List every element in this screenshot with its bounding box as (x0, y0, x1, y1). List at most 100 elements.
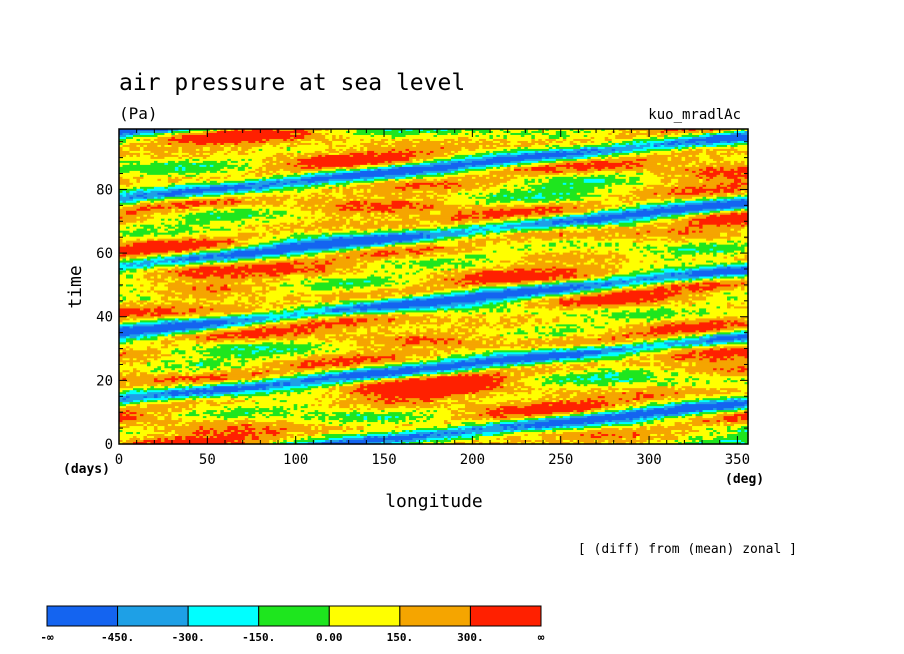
heatmap-cell (671, 288, 683, 292)
heatmap-cell (349, 298, 382, 302)
heatmap-cell (391, 202, 414, 206)
heatmap-cell (559, 232, 564, 236)
heatmap-cell (153, 226, 159, 230)
heatmap-cell (178, 166, 183, 170)
heatmap-cell (363, 216, 375, 220)
heatmap-cell (262, 144, 274, 148)
heatmap-cell (367, 166, 379, 170)
heatmap-cell (139, 220, 145, 224)
heatmap-cell (318, 302, 323, 306)
heatmap-cell (489, 258, 525, 262)
heatmap-cell (122, 272, 148, 276)
heatmap-cell (328, 248, 340, 252)
heatmap-cell (314, 240, 393, 244)
heatmap-cell (188, 238, 197, 242)
heatmap-cell (119, 222, 127, 226)
heatmap-cell (492, 174, 497, 178)
heatmap-cell (517, 164, 522, 168)
heatmap-cell (615, 264, 620, 268)
heatmap-cell (608, 220, 613, 224)
heatmap-cell (405, 286, 428, 290)
heatmap-cell (346, 272, 354, 276)
heatmap-cell (559, 296, 567, 300)
heatmap-cell (527, 184, 606, 188)
heatmap-cell (478, 274, 484, 278)
heatmap-cell (580, 296, 669, 300)
heatmap-cell (524, 236, 532, 240)
heatmap-cell (716, 144, 728, 148)
heatmap-cell (237, 142, 267, 146)
heatmap-cell (678, 136, 693, 140)
heatmap-cell (737, 186, 749, 190)
heatmap-cell (328, 198, 333, 202)
heatmap-cell (181, 298, 186, 302)
heatmap-cell (727, 224, 732, 228)
heatmap-cell (199, 258, 225, 262)
heatmap-cell (688, 280, 693, 284)
heatmap-cell (143, 260, 155, 264)
heatmap-cell (611, 218, 630, 222)
heatmap-cell (639, 284, 644, 288)
heatmap-cell (227, 174, 232, 178)
heatmap-cell (622, 264, 651, 268)
heatmap-cell (122, 200, 127, 204)
heatmap-cell (206, 230, 270, 234)
heatmap-cell (457, 192, 463, 196)
heatmap-cell (545, 186, 571, 190)
heatmap-cell (636, 276, 655, 280)
heatmap-cell (664, 254, 676, 258)
heatmap-cell (398, 130, 403, 134)
heatmap-cell (374, 150, 389, 154)
heatmap-cell (506, 134, 522, 138)
heatmap-cell (321, 276, 368, 280)
heatmap-cell (580, 130, 585, 134)
heatmap-cell (125, 262, 131, 266)
heatmap-cell (653, 224, 658, 228)
heatmap-cell (506, 286, 522, 290)
heatmap-cell (328, 228, 344, 232)
heatmap-cell (314, 174, 333, 178)
heatmap-cell (241, 270, 246, 274)
heatmap-cell (506, 166, 511, 170)
heatmap-cell (167, 228, 176, 232)
heatmap-cell (629, 248, 634, 252)
heatmap-cell (475, 272, 574, 276)
heatmap-cell (450, 302, 477, 306)
heatmap-cell (332, 238, 414, 242)
heatmap-cell (475, 196, 487, 200)
heatmap-cell (230, 200, 242, 204)
heatmap-cell (436, 272, 445, 276)
heatmap-cell (262, 292, 267, 296)
heatmap-cell (653, 192, 658, 196)
heatmap-cell (286, 148, 291, 152)
heatmap-cell (643, 284, 648, 288)
heatmap-cell (730, 254, 735, 258)
heatmap-cell (265, 298, 284, 302)
heatmap-cell (706, 132, 711, 136)
heatmap-cell (307, 194, 312, 198)
heatmap-cell (307, 172, 312, 176)
heatmap-cell (492, 144, 497, 148)
heatmap-cell (562, 224, 571, 228)
heatmap-cell (227, 160, 232, 164)
heatmap-cell (681, 156, 686, 160)
heatmap-cell (510, 166, 515, 170)
heatmap-cell (325, 214, 337, 218)
heatmap-cell (562, 262, 567, 266)
heatmap-cell (716, 194, 728, 198)
heatmap-cell (377, 222, 421, 226)
heatmap-cell (457, 206, 463, 210)
heatmap-cell (129, 170, 141, 174)
heatmap-cell (734, 196, 749, 200)
heatmap-cell (632, 150, 651, 154)
heatmap-cell (255, 174, 263, 178)
heatmap-cell (720, 234, 728, 238)
heatmap-cell (178, 188, 183, 192)
heatmap-cell (188, 152, 197, 156)
heatmap-cell (496, 264, 501, 268)
heatmap-cell (485, 242, 494, 246)
heatmap-cell (636, 134, 648, 138)
heatmap-cell (464, 266, 484, 270)
heatmap-cell (377, 242, 382, 246)
heatmap-cell (353, 190, 365, 194)
